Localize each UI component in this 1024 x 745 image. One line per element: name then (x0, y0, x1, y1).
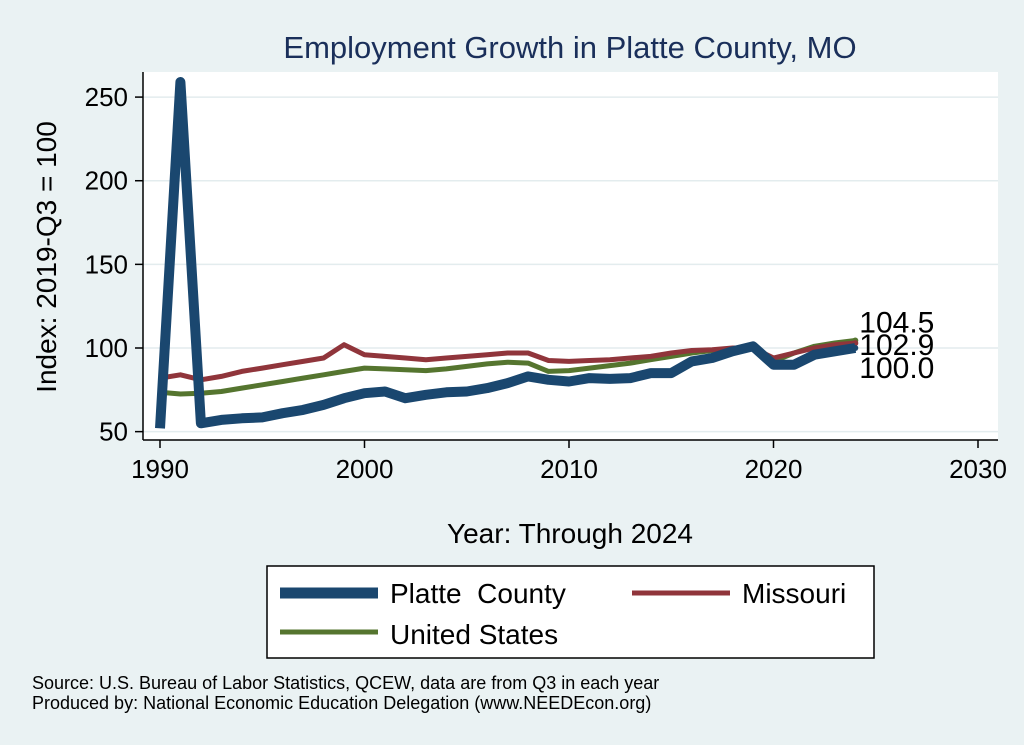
legend-label-united-states: United States (390, 619, 558, 650)
x-tick-label-1990: 1990 (131, 454, 189, 484)
legend: Platte County Missouri United States (266, 565, 875, 659)
end-label-missouri: 102.9 (859, 329, 934, 362)
end-marker-platte-county (852, 345, 859, 351)
end-label-united-states: 104.5 (859, 306, 934, 339)
x-tick-label-2010: 2010 (540, 454, 598, 484)
x-ticks: 1990 2000 2010 2020 2030 (131, 440, 1007, 484)
legend-label-platte-county: Platte County (390, 578, 566, 609)
y-tick-label-50: 50 (99, 417, 128, 447)
legend-box (266, 565, 875, 659)
legend-label-missouri: Missouri (742, 578, 846, 609)
axes (142, 72, 998, 441)
series-lines (155, 77, 859, 429)
x-tick-label-2020: 2020 (745, 454, 803, 484)
y-tick-label-150: 150 (85, 249, 128, 279)
chart-title: Employment Growth in Platte County, MO (283, 30, 856, 65)
series-line-platte-county (155, 77, 857, 429)
source-note: Source: U.S. Bureau of Labor Statistics,… (32, 673, 659, 693)
end-label-platte-county: 100.0 (859, 352, 934, 385)
gridlines (143, 96, 998, 433)
y-axis-title: Index: 2019-Q3 = 100 (31, 121, 62, 393)
x-axis-title: Year: Through 2024 (447, 518, 693, 549)
y-tick-label-200: 200 (85, 166, 128, 196)
x-tick-label-2030: 2030 (949, 454, 1007, 484)
y-tick-label-100: 100 (85, 333, 128, 363)
y-ticks: 50 100 150 200 250 (85, 82, 143, 447)
producer-note: Produced by: National Economic Education… (32, 693, 651, 713)
x-tick-label-2000: 2000 (336, 454, 394, 484)
y-tick-label-250: 250 (85, 82, 128, 112)
